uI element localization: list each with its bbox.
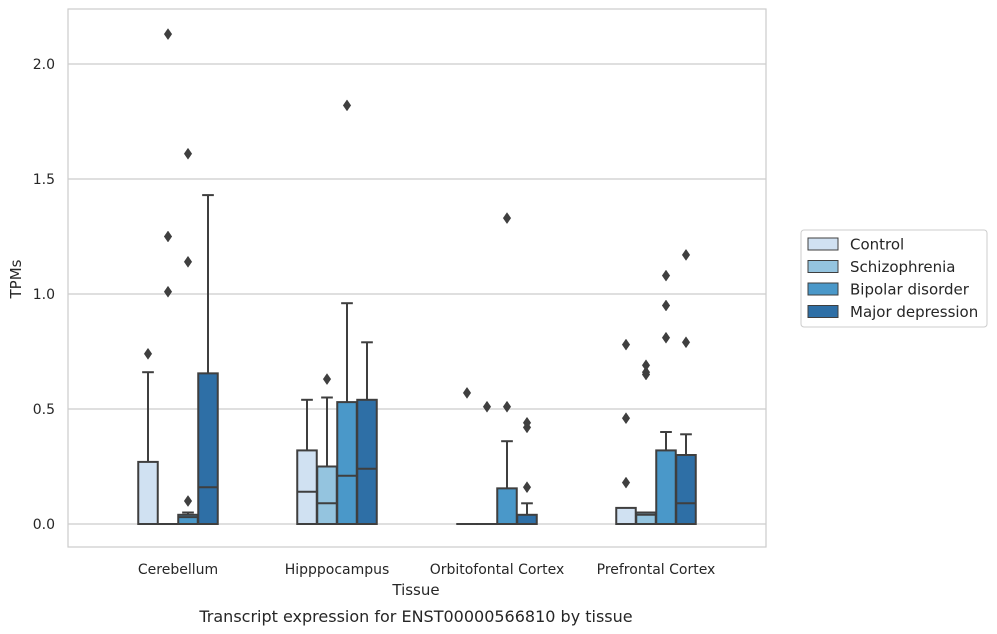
- chart-caption: Transcript expression for ENST0000056681…: [198, 607, 632, 626]
- outlier-point: [641, 359, 651, 372]
- box-0-0: [137, 347, 159, 525]
- outlier-point: [163, 28, 173, 41]
- outlier-point: [482, 400, 492, 413]
- x-tick-label: Orbitofontal Cortex: [430, 562, 565, 578]
- box-1-3: [356, 341, 378, 525]
- box-3-2: [655, 269, 677, 525]
- box-body: [496, 487, 518, 526]
- box-body: [296, 449, 318, 525]
- box-body: [356, 398, 378, 525]
- x-tick-label: Prefrontal Cortex: [597, 562, 716, 578]
- x-tick-label: Cerebellum: [138, 562, 218, 578]
- box-0-1: [157, 28, 179, 526]
- box-1-0: [296, 398, 318, 525]
- legend-swatch: [807, 237, 839, 251]
- y-tick-label: 1.0: [33, 287, 55, 303]
- plot-area-frame: [67, 8, 767, 548]
- legend-swatch: [807, 260, 839, 273]
- outlier-point: [143, 347, 153, 360]
- box-body: [316, 465, 338, 525]
- box-body: [336, 401, 358, 526]
- outlier-point: [322, 373, 332, 386]
- box-layer: [137, 28, 697, 526]
- x-tick-labels: Cerebellum Hipppocampus Orbitofontal Corte…: [138, 562, 715, 578]
- outlier-point: [661, 299, 671, 312]
- legend-label: Schizophrenia: [850, 258, 955, 276]
- box-2-0: [456, 386, 478, 526]
- legend-label: Bipolar disorder: [850, 281, 970, 299]
- box-0-3: [197, 194, 219, 525]
- legend-swatch: [807, 305, 839, 318]
- box-body: [197, 372, 219, 525]
- box-body: [615, 506, 637, 525]
- outlier-point: [641, 366, 651, 379]
- box-body: [137, 460, 159, 525]
- box-1-1: [316, 373, 338, 525]
- outlier-point: [661, 269, 671, 282]
- box-3-0: [615, 338, 637, 525]
- outlier-point: [183, 147, 193, 160]
- y-tick-label: 1.5: [33, 172, 55, 188]
- outlier-point: [621, 412, 631, 425]
- y-tick-label: 0.5: [33, 402, 55, 418]
- outlier-point: [342, 99, 352, 112]
- outlier-point: [661, 331, 671, 344]
- outlier-point: [522, 416, 532, 429]
- box-body: [675, 454, 697, 525]
- outlier-point: [183, 495, 193, 507]
- box-2-3: [516, 416, 538, 525]
- box-3-1: [635, 359, 657, 525]
- outlier-point: [621, 476, 631, 489]
- outlier-point: [462, 386, 472, 399]
- box-1-2: [336, 99, 358, 526]
- y-tick-labels: 0.0 0.5 1.0 1.5 2.0: [33, 57, 55, 533]
- y-axis-title: TPMs: [7, 259, 25, 299]
- outlier-point: [621, 338, 631, 351]
- x-tick-label: Hipppocampus: [285, 562, 390, 578]
- outlier-point: [522, 481, 532, 494]
- outlier-point: [163, 230, 173, 243]
- outlier-point: [681, 248, 691, 261]
- y-tick-label: 0.0: [33, 517, 55, 533]
- box-2-1: [476, 400, 498, 526]
- outlier-point: [163, 285, 173, 298]
- box-2-2: [496, 212, 518, 526]
- box-0-2: [177, 147, 199, 525]
- legend-frame: [800, 229, 988, 328]
- outlier-point: [502, 400, 512, 413]
- box-3-3: [675, 248, 697, 525]
- box-body: [516, 513, 538, 525]
- outlier-point: [183, 255, 193, 268]
- legend: Control Schizophrenia Bipolar disorder Majo…: [800, 229, 988, 328]
- x-axis-title: Tissue: [391, 581, 439, 599]
- box-body: [655, 449, 677, 525]
- outlier-point: [681, 336, 691, 349]
- legend-label: Control: [850, 236, 904, 254]
- legend-label: Major depression: [850, 303, 978, 321]
- y-tick-label: 2.0: [33, 57, 55, 73]
- legend-swatch: [807, 282, 839, 296]
- outlier-point: [502, 212, 512, 225]
